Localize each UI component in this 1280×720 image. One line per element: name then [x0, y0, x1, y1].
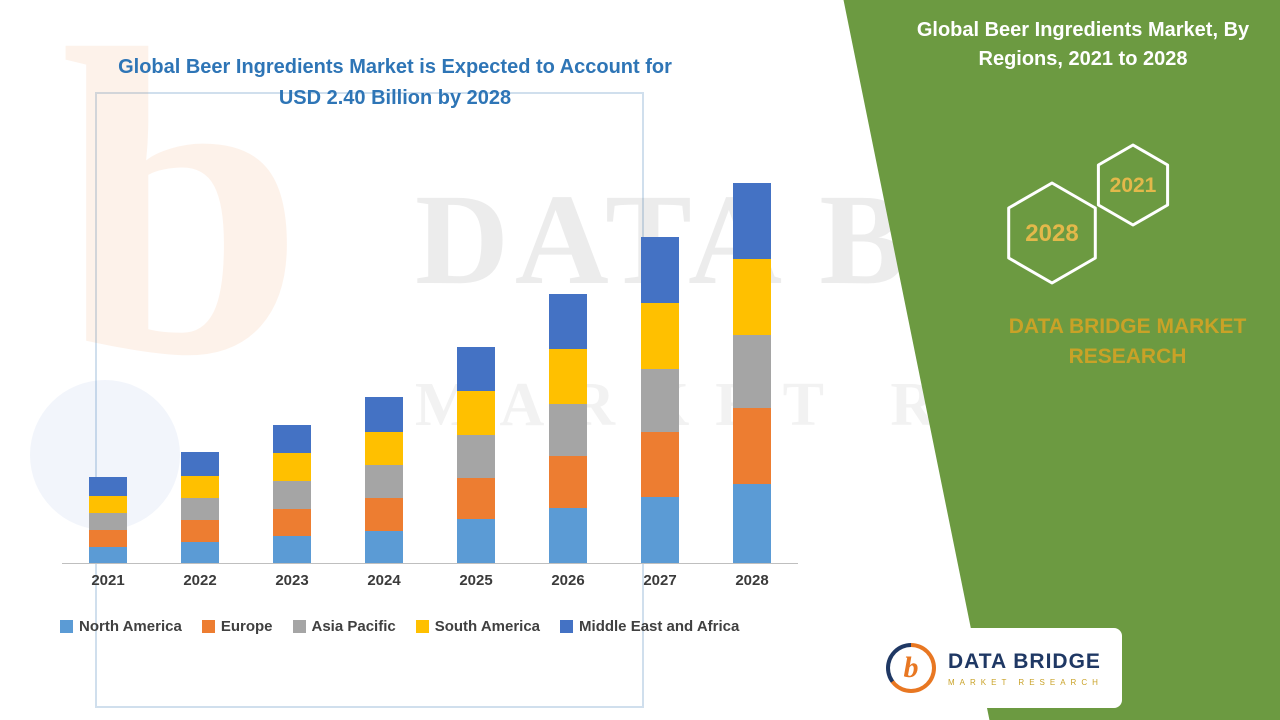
x-axis-label: 2022 [183, 572, 217, 589]
bar-segment [365, 531, 403, 563]
legend-label: Europe [220, 618, 273, 635]
bar-segment [733, 335, 771, 408]
hexagon-2021-label: 2021 [1110, 174, 1157, 197]
bar-2028 [733, 183, 771, 563]
hexagon-2028-label: 2028 [1025, 220, 1078, 247]
legend-item: Middle East and Africa [560, 618, 739, 635]
bar-segment [365, 498, 403, 531]
bar-segment [549, 404, 587, 456]
bar-segment [181, 452, 219, 476]
bar-segment [641, 432, 679, 497]
x-axis-label: 2023 [275, 572, 309, 589]
hexagon-2021 [1096, 143, 1170, 227]
legend: North America Europe Asia Pacific South Ame… [60, 618, 739, 635]
bar-2024 [365, 397, 403, 563]
hexagons-graphic: 2028 2021 [1007, 143, 1170, 285]
bar-segment [641, 369, 679, 432]
legend-label: Middle East and Africa [579, 618, 740, 635]
bar-segment [733, 259, 771, 335]
legend-swatch [60, 620, 73, 633]
bar-2027 [641, 237, 679, 563]
bar-segment [89, 547, 127, 563]
bar-2021 [89, 477, 127, 563]
x-axis-label: 2027 [643, 572, 677, 589]
bar-segment [181, 520, 219, 542]
x-axis-label: 2026 [551, 572, 585, 589]
bar-segment [365, 465, 403, 498]
hexagon-2028 [1007, 181, 1097, 285]
bar-segment [89, 530, 127, 547]
legend-item: North America [60, 618, 182, 635]
legend-swatch [560, 620, 574, 633]
plot-area [62, 183, 798, 564]
panel-brand-text: DATA BRIDGE MARKET RESEARCH [1008, 315, 1247, 369]
chart-title-line1: Global Beer Ingredients Market is Expect… [118, 56, 672, 78]
brand-logo: b DATA BRIDGE MARKET RESEARCH [872, 628, 1122, 708]
legend-swatch [201, 620, 215, 633]
bar-segment [89, 496, 127, 513]
legend-label: South America [434, 618, 541, 635]
brand-logo-name: DATA BRIDGE [948, 649, 1101, 673]
brand-logo-subtitle: MARKET RESEARCH [948, 677, 1103, 687]
x-axis-label: 2028 [735, 572, 769, 589]
bar-segment [457, 347, 495, 391]
bar-segment [641, 497, 679, 563]
brand-logo-icon: b [886, 643, 936, 693]
legend-label: North America [79, 618, 182, 635]
bar-segment [549, 294, 587, 349]
bar-segment [457, 478, 495, 519]
bar-segment [549, 456, 587, 508]
bar-2025 [457, 347, 495, 563]
legend-item: South America [415, 618, 541, 635]
bar-segment [89, 513, 127, 530]
bar-segment [457, 391, 495, 435]
bar-segment [549, 508, 587, 563]
watermark-logo-b: b [60, 0, 305, 447]
bar-segment [733, 183, 771, 259]
bar-segment [549, 349, 587, 404]
x-axis-label: 2024 [367, 572, 401, 589]
x-axis-label: 2021 [91, 572, 125, 589]
bar-segment [181, 542, 219, 563]
bar-2023 [273, 425, 311, 563]
bar-segment [181, 476, 219, 498]
bar-segment [457, 519, 495, 563]
bar-segment [457, 435, 495, 478]
bar-segment [641, 303, 679, 369]
bar-segment [89, 477, 127, 496]
x-axis-label: 2025 [459, 572, 493, 589]
chart-title: Global Beer Ingredients Market is Expect… [45, 52, 745, 114]
brand-logo-monogram: b [890, 647, 932, 689]
bar-segment [641, 237, 679, 303]
bar-segment [365, 432, 403, 465]
bar-segment [273, 425, 311, 453]
bar-segment [273, 536, 311, 563]
bar-2026 [549, 294, 587, 563]
panel-heading: Global Beer Ingredients Market, By Regio… [916, 19, 1250, 70]
bar-segment [273, 453, 311, 481]
bar-segment [273, 481, 311, 509]
legend-label: Asia Pacific [311, 618, 396, 635]
bar-segment [365, 397, 403, 432]
legend-swatch [292, 620, 306, 633]
bar-segment [181, 498, 219, 520]
bar-segment [733, 484, 771, 563]
x-axis-labels: 2021 2022 2023 2024 2025 2026 2027 2028 [62, 572, 798, 589]
legend-item: Asia Pacific [292, 618, 396, 635]
legend-item: Europe [201, 618, 273, 635]
bar-segment [273, 509, 311, 536]
chart-title-line2: USD 2.40 Billion by 2028 [278, 87, 512, 109]
legend-swatch [415, 620, 429, 633]
bar-2022 [181, 452, 219, 563]
bar-segment [733, 408, 771, 484]
